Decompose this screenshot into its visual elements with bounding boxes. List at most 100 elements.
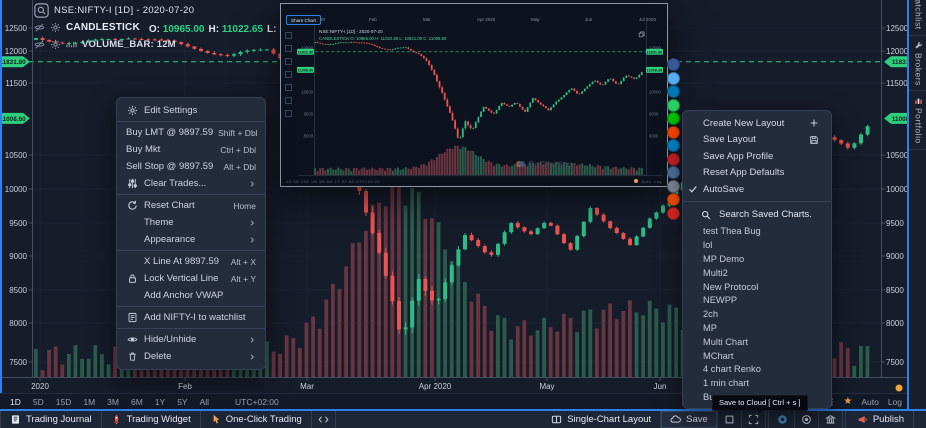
menu-item-save-layout[interactable]: Save Layout <box>683 132 831 149</box>
icon-spacer <box>126 290 139 301</box>
trading-journal-button[interactable]: Trading Journal <box>0 411 102 428</box>
menu-item-buy-lmt-9897-59[interactable]: Buy LMT @ 9897.59 Shift + Dbl <box>117 124 265 141</box>
menu-item-buy-mkt[interactable]: Buy Mkt Ctrl + Dbl <box>117 141 265 158</box>
volume-label: VOLUME_BAR: 12M <box>82 39 176 50</box>
eye-off-icon[interactable] <box>34 39 45 50</box>
share-line-icon[interactable] <box>667 112 680 125</box>
menu-item-hide-unhide[interactable]: Hide/Unhide <box>117 331 265 348</box>
range-all[interactable]: All <box>199 397 210 407</box>
menu-item-appearance[interactable]: Appearance <box>117 231 265 248</box>
button-label: Trading Journal <box>26 414 92 425</box>
eye-off-icon[interactable] <box>34 22 45 33</box>
svg-text:Mar: Mar <box>300 382 314 391</box>
menu-item-reset-app-defaults[interactable]: Reset App Defaults <box>683 165 831 182</box>
share-blogger-icon[interactable] <box>667 193 680 206</box>
expand-button[interactable] <box>742 411 766 428</box>
share-whatsapp-icon[interactable] <box>667 98 680 112</box>
code-button[interactable] <box>312 411 336 428</box>
range-5d[interactable]: 5D <box>32 397 44 407</box>
menu-item-theme[interactable]: Theme <box>117 214 265 231</box>
range-1m[interactable]: 1M <box>83 397 96 407</box>
one-click-trading-button[interactable]: One-Click Trading <box>201 411 312 428</box>
menu-item-x-line-at-9897-59[interactable]: X Line At 9897.59 Alt + X <box>117 253 265 270</box>
saved-chart-item[interactable]: MP Demo <box>703 253 745 264</box>
saved-chart-item[interactable]: Multi Chart <box>703 336 748 347</box>
menu-item-save-app-profile[interactable]: Save App Profile <box>683 148 831 165</box>
accent-divider <box>0 409 926 411</box>
share-vk-icon[interactable] <box>667 166 680 179</box>
copy-icon[interactable] <box>638 31 645 38</box>
sidebar-tab-watchlist[interactable]: Watchlist <box>909 0 926 36</box>
saved-chart-item[interactable]: 1 min chart <box>703 378 749 389</box>
save-button[interactable]: Save <box>661 411 718 428</box>
tab-share-chart[interactable]: Share Chart <box>286 15 321 25</box>
menu-item-add-nifty-i-to-watchlist[interactable]: Add NIFTY-I to watchlist <box>117 309 265 326</box>
menu-item-label: Save App Profile <box>703 150 774 162</box>
volume-bars-icon <box>66 39 77 50</box>
saved-chart-item[interactable]: MChart <box>703 350 734 361</box>
menu-item-sell-stop-9897-59[interactable]: Sell Stop @ 9897.59 Alt + Dbl <box>117 158 265 175</box>
share-flipboard-icon[interactable] <box>667 206 680 220</box>
menu-item-clear-trades[interactable]: Clear Trades... <box>117 175 265 192</box>
menu-item-autosave[interactable]: AutoSave <box>683 181 831 198</box>
auto-scale-button[interactable]: Auto <box>861 397 879 407</box>
range-15d[interactable]: 15D <box>55 397 72 407</box>
favorite-star-icon[interactable]: ★ <box>843 396 853 407</box>
svg-text:9000: 9000 <box>649 111 659 116</box>
saved-charts-search[interactable]: Search Saved Charts. <box>683 205 831 225</box>
menu-item-create-new-layout[interactable]: Create New Layout <box>683 115 831 132</box>
share-facebook-icon[interactable] <box>667 58 680 71</box>
range-1y[interactable]: 1Y <box>154 397 166 407</box>
saved-chart-item[interactable]: NEWPP <box>703 295 738 306</box>
trading-widget-button[interactable]: Trading Widget <box>102 411 201 428</box>
share-chart-popup: Charts powered by GoCharting.com - Creat… <box>280 3 668 187</box>
share-pinterest-icon[interactable] <box>667 152 680 166</box>
mini-auto-label: Auto <box>641 178 652 184</box>
share-email-icon[interactable] <box>667 179 680 193</box>
menu-item-reset-chart[interactable]: Reset Chart Home <box>117 197 265 214</box>
range-6m[interactable]: 6M <box>130 397 143 407</box>
target-button[interactable] <box>795 411 819 428</box>
share-reddit-icon[interactable] <box>667 125 680 139</box>
mini-tool-icon <box>285 32 292 39</box>
menu-item-delete[interactable]: Delete <box>117 348 265 365</box>
account-dot-icon <box>634 179 639 183</box>
bank-button[interactable] <box>819 411 843 428</box>
square-button[interactable] <box>718 411 742 428</box>
share-linkedin-icon[interactable] <box>667 85 680 98</box>
svg-text:11831.80: 11831.80 <box>647 50 663 54</box>
symbol-title: NSE:NIFTY-I [1D] - 2020-07-20 <box>54 5 195 16</box>
saved-chart-item[interactable]: 4 chart Renko <box>703 364 761 375</box>
saved-chart-item[interactable]: Multi2 <box>703 267 728 278</box>
saved-chart-item[interactable]: lol <box>703 240 713 251</box>
saved-chart-item[interactable]: test Thea Bug <box>703 226 761 237</box>
publish-button[interactable]: Publish <box>848 411 914 428</box>
share-telegram-icon[interactable] <box>667 139 680 152</box>
button-label: One-Click Trading <box>225 414 302 425</box>
menu-item-add-anchor-vwap[interactable]: Add Anchor VWAP <box>117 287 265 304</box>
range-5y[interactable]: 5Y <box>177 397 188 407</box>
menu-item-edit-settings[interactable]: Edit Settings <box>117 102 265 119</box>
gear-icon[interactable] <box>50 22 61 33</box>
ohlc-value: 11022.65 <box>219 23 263 35</box>
saved-chart-item[interactable]: New Protocol <box>703 281 759 292</box>
svg-text:11500: 11500 <box>5 79 27 88</box>
saved-chart-item[interactable]: 2ch <box>703 309 718 320</box>
svg-text:8000: 8000 <box>649 133 659 138</box>
symbol-search-icon[interactable] <box>34 3 49 18</box>
share-twitter-icon[interactable] <box>667 71 680 85</box>
log-scale-button[interactable]: Log <box>887 397 902 407</box>
svg-text:10000: 10000 <box>886 185 909 194</box>
sidebar-tab-portfolio[interactable]: Portfolio <box>909 91 926 151</box>
menu-item-lock-vertical-line[interactable]: Lock Vertical Line Alt + Y <box>117 270 265 287</box>
single-chart-layout-button[interactable]: Single-Chart Layout <box>542 411 662 428</box>
timezone-label[interactable]: UTC+02:00 <box>235 397 279 407</box>
saved-chart-item[interactable]: MP <box>703 322 717 333</box>
sidebar-tab-brokers[interactable]: Brokers <box>909 36 926 92</box>
range-1d[interactable]: 1D <box>10 397 21 407</box>
menu-item-shortcut: Home <box>233 200 256 211</box>
camera-button[interactable] <box>771 411 795 428</box>
gear-icon[interactable] <box>50 39 61 50</box>
svg-text:12000: 12000 <box>649 46 661 51</box>
range-3m[interactable]: 3M <box>107 397 119 407</box>
